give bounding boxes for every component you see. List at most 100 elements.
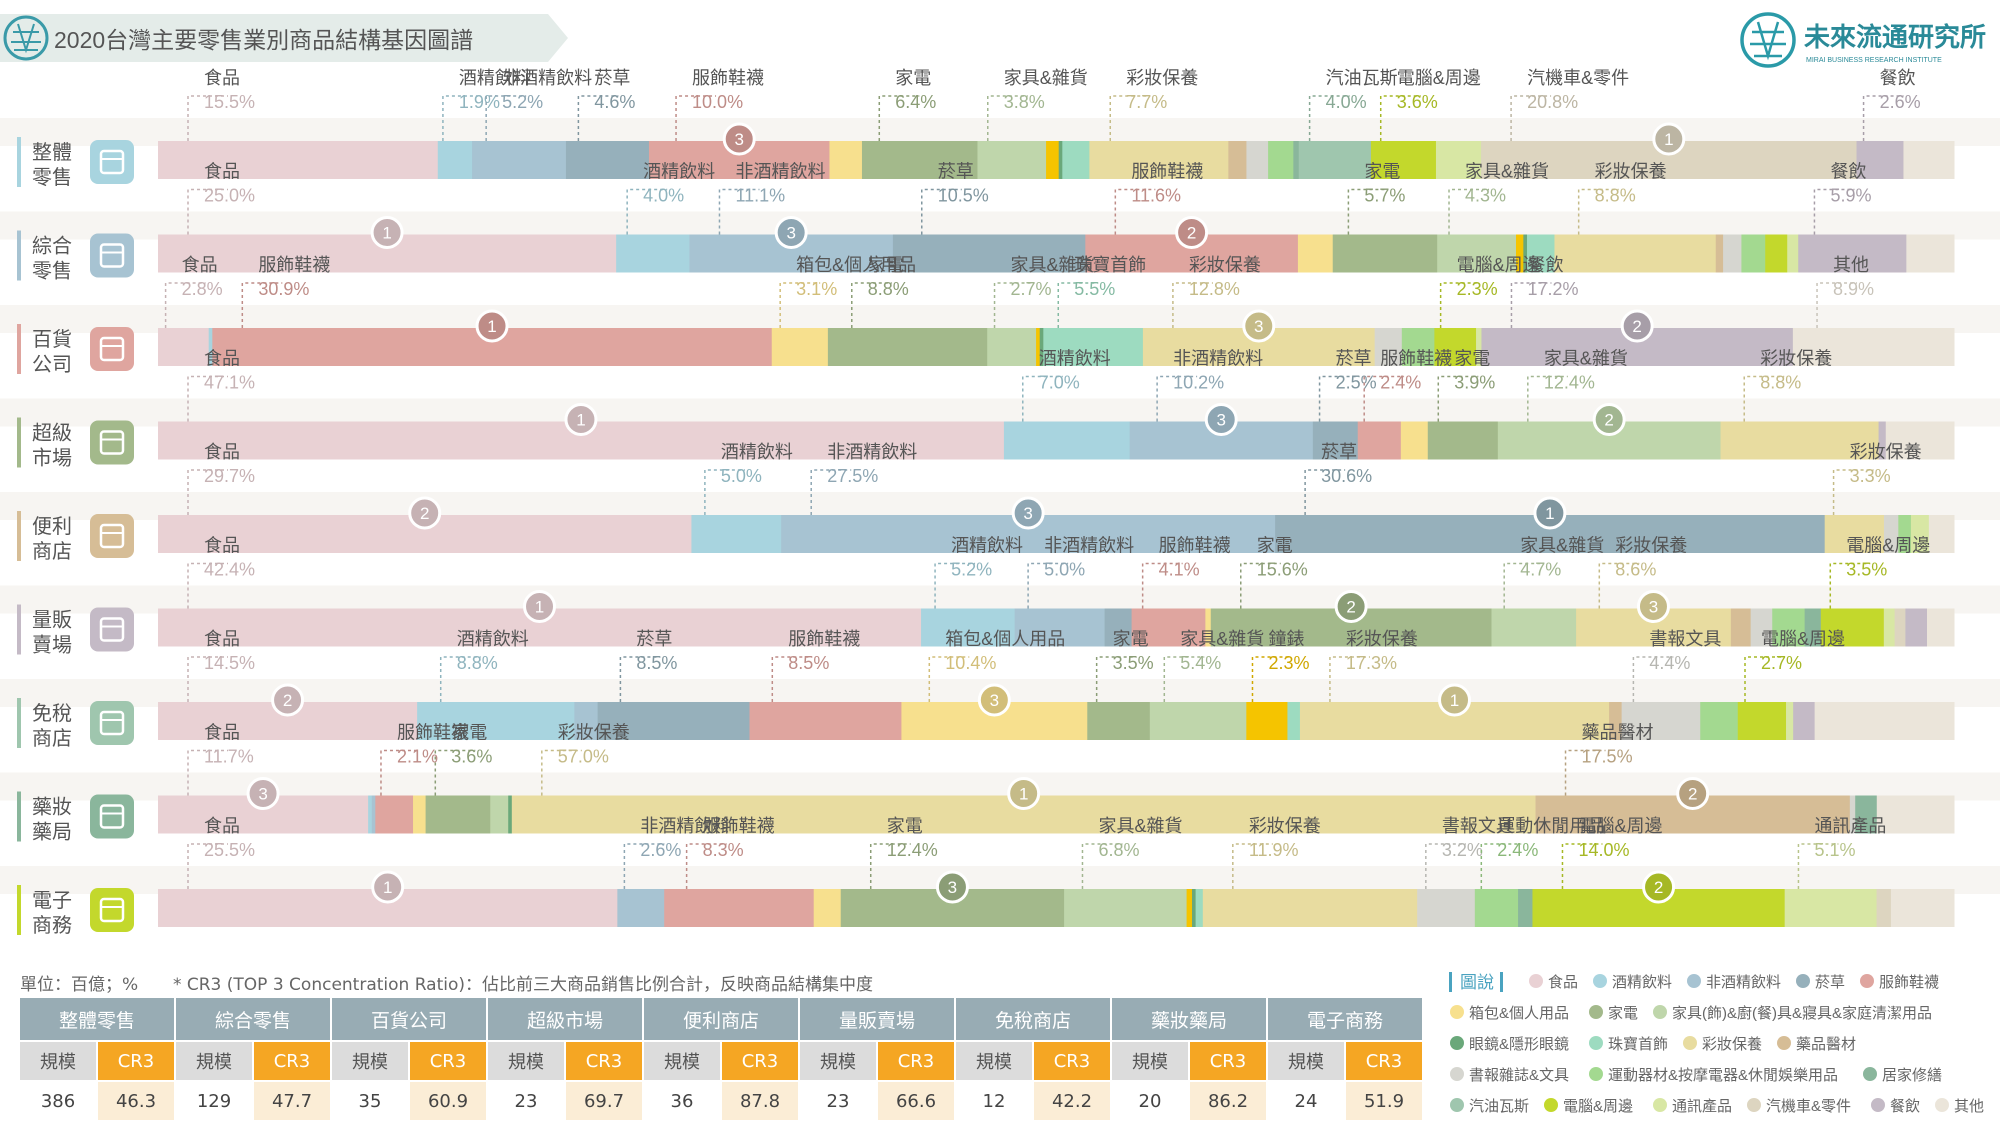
leader-line <box>577 95 619 141</box>
category-label: 電腦&周邊 <box>1578 816 1662 836</box>
category-label: 酒精飲料 <box>643 162 715 182</box>
leader-line <box>442 95 478 141</box>
value-label: 2.1% <box>397 747 438 767</box>
rank-badge <box>246 777 280 810</box>
category-label: 通訊產品 <box>1814 816 1886 836</box>
category-label: 家具&雜貨 <box>1098 816 1182 836</box>
bar-segment <box>1609 702 1623 740</box>
row-1: 整體零售食品15.5%酒精飲料1.9%非酒精飲料5.2%菸草4.6%服飾鞋襪10… <box>0 68 2000 189</box>
leader-line <box>1232 843 1273 889</box>
bar-segment <box>1370 141 1437 179</box>
bar-segment <box>1784 889 1878 927</box>
row-7: 免稅商店 食品 14.5% 2 酒精飲料 8.8% 菸草 8.5% 服飾鞋襪 8.5% 箱包&個人用… <box>0 629 2000 750</box>
bar-segment <box>1014 608 1106 647</box>
row-accent <box>17 885 21 935</box>
value-label: 30.6% <box>1321 466 1372 486</box>
category-label: 彩妝保養 <box>1760 349 1832 369</box>
bar-segment <box>617 889 665 927</box>
channel-icon <box>90 514 134 558</box>
category-label: 彩妝保養 <box>1189 255 1261 275</box>
category-label: 服飾鞋襪 <box>703 816 775 836</box>
value-label: 2.8% <box>182 279 223 299</box>
rank-badge <box>271 683 305 717</box>
rank-number: 2 <box>1632 317 1641 336</box>
value-label: 47.1% <box>204 373 255 393</box>
row-name-2: 市場 <box>32 447 72 470</box>
bar-segment <box>921 608 1016 647</box>
row-name-2: 賣場 <box>32 634 72 657</box>
rank-badge <box>1533 496 1567 530</box>
category-label: 餐飲 <box>1527 255 1563 275</box>
category-label: 服飾鞋襪 <box>397 723 469 743</box>
row-5: 便利商店 食品 29.7% 2 酒精飲料 5.0% 非酒精飲料 27.5% 3 菸草 30.6% 1 彩… <box>0 442 2000 563</box>
rank-number: 1 <box>383 878 392 897</box>
value-label: 25.0% <box>204 186 255 206</box>
bar-segment <box>565 141 650 179</box>
bar-segment <box>425 795 491 834</box>
value-label: 25.5% <box>204 840 255 860</box>
value-label: 8.8% <box>1595 186 1636 206</box>
rank-number: 1 <box>487 317 496 336</box>
value-label: 12.8% <box>1189 279 1240 299</box>
bar-segment <box>1856 141 1904 179</box>
bar-segment <box>1298 141 1372 179</box>
category-label: 食品 <box>204 162 240 182</box>
leader-line <box>771 656 813 702</box>
bar-segment <box>1474 889 1519 927</box>
cr3-value: 86.2 <box>1188 1080 1268 1122</box>
bar-segment <box>1849 795 1856 834</box>
bar-segment <box>1312 421 1359 460</box>
category-label: 服飾鞋襪 <box>1131 162 1203 182</box>
svg-text:電腦&周邊: 電腦&周邊 <box>1563 1098 1633 1115</box>
title-banner <box>0 14 568 62</box>
category-label: 家具&雜貨 <box>1004 68 1088 88</box>
leader-line <box>434 749 476 796</box>
leader-line <box>541 749 582 796</box>
leader-line <box>1564 749 1606 796</box>
scale-label: 規模 <box>486 1040 566 1082</box>
category-label: 彩妝保養 <box>1346 629 1418 649</box>
rank-number: 3 <box>1254 317 1263 336</box>
cr3-value: 51.9 <box>1344 1080 1424 1122</box>
category-label: 酒精飲料 <box>457 629 529 649</box>
leader-line <box>1832 469 1874 515</box>
category-label: 菸草 <box>1321 442 1357 462</box>
rank-badge <box>1011 496 1045 530</box>
row-accent <box>17 324 21 374</box>
channel-icon <box>90 607 134 652</box>
legend-item: 菸草 <box>1796 974 1845 991</box>
rank-badge <box>1652 122 1686 156</box>
row-name: 便利 <box>32 515 72 538</box>
category-label: 家具&雜貨 <box>1544 349 1628 369</box>
leader-line <box>1448 188 1490 235</box>
value-label: 3.8% <box>1004 92 1045 112</box>
table-value-row: 386 46.3 129 47.7 35 60.9 23 69.7 36 87.8 23 66.6 12… <box>18 1080 1424 1122</box>
legend-item: 酒精飲料 <box>1593 974 1672 991</box>
value-label: 5.0% <box>721 466 762 486</box>
leader-line <box>1363 375 1405 422</box>
rank-badge <box>722 122 756 156</box>
row-4: 超級市場 食品 47.1% 1 酒精飲料 7.0% 非酒精飲料 10.2% 3 菸草 2.5%服飾鞋… <box>0 349 2000 470</box>
category-label: 食品 <box>182 255 218 275</box>
bar-segment <box>1741 234 1766 273</box>
category-label: 電腦&周邊 <box>1846 536 1930 556</box>
row-name-2: 商務 <box>32 914 72 937</box>
category-label: 其他 <box>1833 255 1869 275</box>
row-8: 藥妝藥局 食品 11.7%3 服飾鞋襪 2.1% 家電 3.6% 彩妝保養 57.0% 1 藥品醫材… <box>0 723 2000 844</box>
channel-icon <box>90 794 134 839</box>
rank-badge <box>475 309 509 343</box>
bar-segment <box>1883 515 1899 553</box>
scale-value: 36 <box>642 1080 722 1122</box>
bar-segment <box>368 795 373 834</box>
legend-item: 服飾鞋襪 <box>1860 974 1939 991</box>
value-label: 17.3% <box>1346 653 1397 673</box>
svg-text:酒精飲料: 酒精飲料 <box>1612 974 1672 991</box>
category-label: 家電 <box>887 816 923 836</box>
rank-badge <box>1438 683 1472 717</box>
svg-text:家具(飾)&廚(餐)具&寢具&家庭清潔用品: 家具(飾)&廚(餐)具&寢具&家庭清潔用品 <box>1672 1004 1932 1022</box>
value-label: 10.2% <box>1173 373 1224 393</box>
row-name: 超級 <box>32 422 72 445</box>
bar-segment <box>1192 889 1197 927</box>
leader-line <box>1057 282 1099 328</box>
value-label: 8.6% <box>1615 560 1656 580</box>
